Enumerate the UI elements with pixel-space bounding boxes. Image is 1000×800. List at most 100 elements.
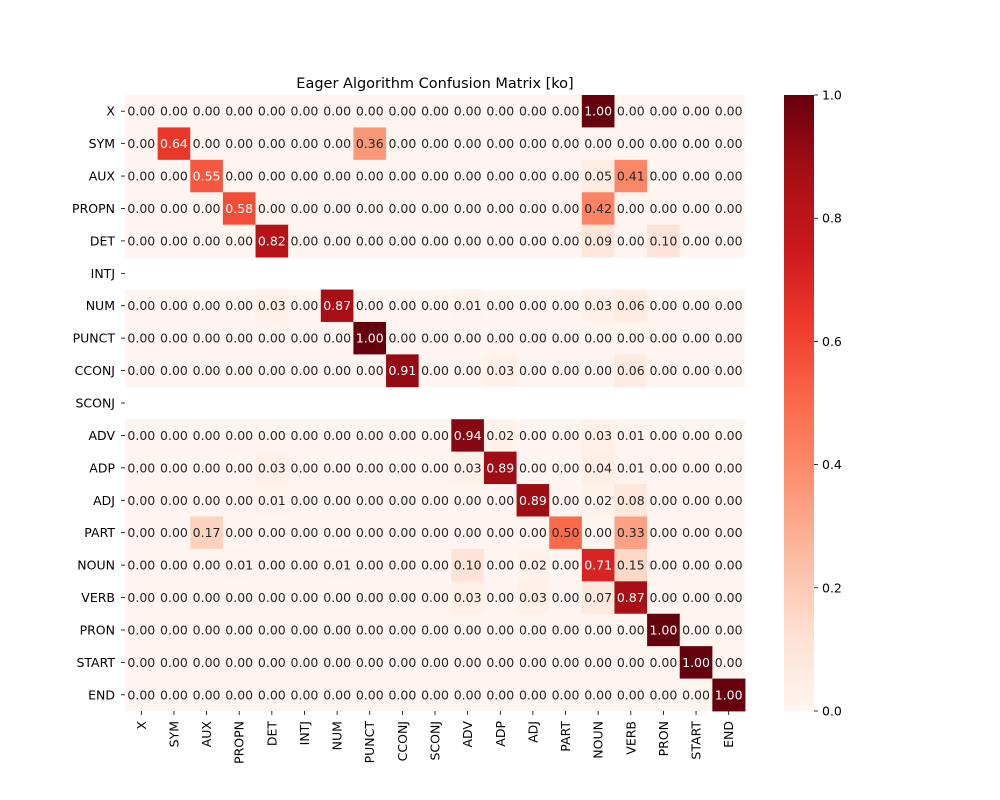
- heatmap-cell: [418, 548, 452, 582]
- chart-title: Eager Algorithm Confusion Matrix [ko]: [296, 76, 573, 92]
- cell-value-label: 0.00: [388, 233, 416, 248]
- cell-value-label: 0.00: [323, 104, 351, 119]
- cell-value-label: 0.01: [617, 428, 645, 443]
- cell-value-label: 0.00: [682, 363, 710, 378]
- col-tick-label: NOUN: [591, 721, 606, 759]
- cell-value-label: 0.00: [388, 525, 416, 540]
- heatmap-cell: [386, 321, 420, 355]
- cell-value-label: 0.00: [715, 428, 743, 443]
- heatmap-cell: [255, 484, 289, 517]
- heatmap-cell: [386, 646, 420, 679]
- cell-value-label: 0.00: [584, 331, 612, 346]
- cell-value-label: 0.00: [715, 525, 743, 540]
- heatmap-cell: [190, 127, 224, 161]
- heatmap-cell: [614, 646, 648, 679]
- cell-value-label: 0.00: [127, 298, 155, 313]
- heatmap-cell: [451, 451, 485, 485]
- heatmap-cell: [581, 581, 615, 615]
- cell-value-label: 0.00: [552, 104, 580, 119]
- heatmap-cell: [157, 354, 191, 388]
- cell-value-label: 0.41: [617, 169, 645, 184]
- heatmap-cell: [712, 613, 746, 647]
- heatmap-cell: [125, 419, 159, 453]
- cell-value-label: 0.00: [291, 493, 319, 508]
- cell-value-label: 0.00: [193, 363, 221, 378]
- cell-value-label: 0.00: [715, 493, 743, 508]
- cell-value-label: 0.00: [617, 136, 645, 151]
- heatmap-cell: [386, 192, 420, 226]
- cell-value-label: 0.00: [225, 655, 253, 670]
- heatmap-cell: [320, 548, 354, 582]
- heatmap-cell: [255, 516, 289, 550]
- cell-value-label: 0.00: [682, 558, 710, 573]
- heatmap-cell: [288, 678, 322, 712]
- cell-value-label: 0.03: [486, 363, 514, 378]
- heatmap-cell: [222, 419, 256, 453]
- cell-value-label: 0.00: [225, 687, 253, 702]
- heatmap-cell: [125, 613, 159, 647]
- cell-value-label: 0.00: [356, 233, 384, 248]
- heatmap-cell: [581, 159, 615, 193]
- heatmap-cell: [549, 192, 583, 226]
- cell-value-label: 0.00: [127, 233, 155, 248]
- cell-value-label: 0.00: [356, 493, 384, 508]
- heatmap-cell: [386, 419, 420, 453]
- cell-value-label: 0.00: [127, 201, 155, 216]
- row-tick-label: DET: [90, 233, 116, 248]
- cell-value-label: 0.00: [454, 136, 482, 151]
- heatmap-cell: [353, 354, 387, 388]
- cell-value-label: 0.91: [388, 363, 416, 378]
- heatmap-cell: [255, 289, 289, 323]
- cell-value-label: 0.00: [552, 363, 580, 378]
- cell-value-label: 0.00: [552, 590, 580, 605]
- heatmap-cell: [190, 192, 224, 226]
- heatmap-cell: [712, 127, 746, 161]
- heatmap-cell: [353, 224, 387, 258]
- heatmap-cell: [581, 289, 615, 323]
- heatmap-cell: [125, 321, 159, 355]
- cell-value-label: 0.00: [682, 687, 710, 702]
- heatmap-cell: [581, 354, 615, 388]
- heatmap-cell: [418, 581, 452, 615]
- cell-value-label: 0.00: [356, 687, 384, 702]
- heatmap-cell: [222, 159, 256, 193]
- cell-value-label: 0.00: [421, 169, 449, 184]
- cell-value-label: 0.00: [160, 590, 188, 605]
- cell-value-label: 0.64: [160, 136, 188, 151]
- cell-value-label: 0.00: [291, 331, 319, 346]
- heatmap-cell: [255, 613, 289, 647]
- cell-value-label: 0.00: [356, 104, 384, 119]
- cell-value-label: 0.00: [486, 655, 514, 670]
- cell-value-label: 0.00: [160, 331, 188, 346]
- heatmap-cell: [288, 159, 322, 193]
- heatmap-cell: [679, 419, 713, 453]
- cell-value-label: 0.82: [258, 233, 286, 248]
- cell-value-label: 0.00: [715, 298, 743, 313]
- heatmap-cell: [255, 419, 289, 453]
- heatmap-cell: [157, 646, 191, 679]
- cell-value-label: 0.00: [552, 298, 580, 313]
- heatmap-cell: [614, 192, 648, 226]
- cell-value-label: 0.00: [388, 298, 416, 313]
- heatmap-cell: [418, 192, 452, 226]
- heatmap-cell: [157, 159, 191, 193]
- row-tick-label: PROPN: [72, 201, 115, 216]
- cell-value-label: 0.00: [454, 233, 482, 248]
- cell-value-label: 0.00: [421, 525, 449, 540]
- col-tick-label: PART: [558, 721, 573, 752]
- heatmap-cell: [288, 224, 322, 258]
- cell-value-label: 0.00: [454, 622, 482, 637]
- cell-value-label: 0.00: [356, 169, 384, 184]
- heatmap-cell: [712, 224, 746, 258]
- cell-value-label: 0.00: [486, 331, 514, 346]
- cell-value-label: 0.17: [193, 525, 221, 540]
- heatmap-cell: [581, 95, 615, 128]
- heatmap-cell: [483, 192, 517, 226]
- heatmap-cell: [516, 451, 550, 485]
- heatmap-cell: [614, 354, 648, 388]
- cell-value-label: 1.00: [649, 622, 677, 637]
- cell-value-label: 0.00: [552, 493, 580, 508]
- cell-value-label: 0.00: [356, 363, 384, 378]
- col-tick-label: SCONJ: [428, 721, 443, 761]
- heatmap-cell: [255, 321, 289, 355]
